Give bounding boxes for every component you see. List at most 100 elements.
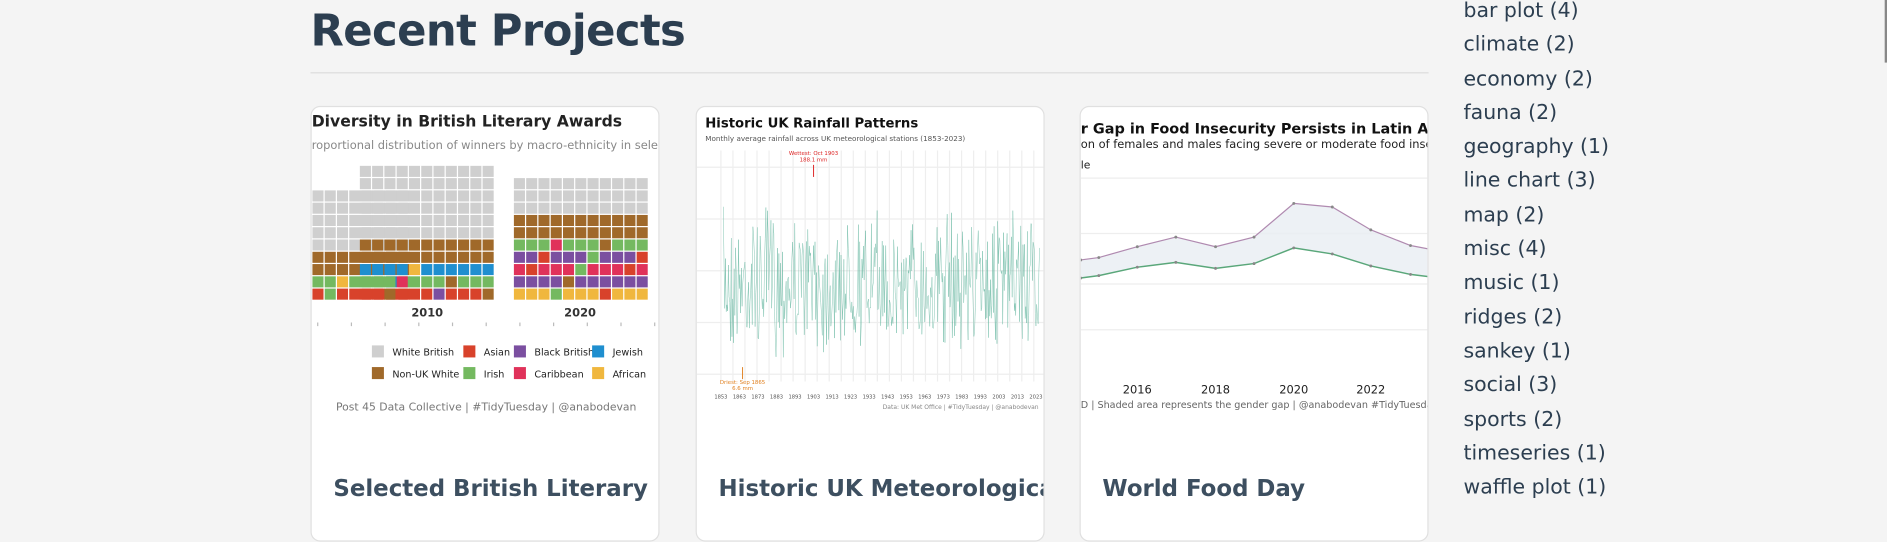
waffle-cell — [637, 203, 648, 214]
legend-label: Jewish — [612, 348, 643, 359]
waffle-cell — [434, 252, 445, 263]
waffle-cell — [421, 166, 432, 177]
x-tick-label: 2018 — [1201, 383, 1230, 397]
waffle-cell — [360, 252, 371, 263]
tag-link[interactable]: geography (1) — [1463, 134, 1609, 168]
waffle-cell — [384, 276, 395, 287]
waffle-cell — [483, 203, 494, 214]
waffle-cell — [397, 227, 408, 238]
waffle-cell — [526, 264, 537, 275]
legend-label: le — [1081, 158, 1091, 171]
legend-label: White British — [392, 348, 454, 359]
waffle-cell — [624, 252, 635, 263]
card-title[interactable]: World Food Day — [1102, 475, 1305, 501]
waffle-cell — [384, 190, 395, 201]
waffle-cell — [483, 276, 494, 287]
waffle-cell — [637, 252, 648, 263]
tag-link[interactable]: sports (2) — [1463, 406, 1609, 440]
thumb-subtitle: roportional distribution of winners by m… — [312, 138, 658, 152]
waffle-cell — [624, 289, 635, 300]
page: Recent Projects Diversity in British Lit… — [0, 0, 1887, 507]
waffle-cell — [624, 178, 635, 189]
project-card[interactable]: Historic UK Rainfall Patterns Monthly av… — [696, 106, 1045, 542]
waffle-cell — [337, 215, 348, 226]
annotation: 6.6 mm — [732, 386, 753, 392]
card-title[interactable]: Selected British Literary — [333, 475, 648, 501]
waffle-cell — [470, 252, 481, 263]
legend-label: Caribbean — [534, 369, 583, 380]
waffle-cell — [421, 203, 432, 214]
point — [1369, 265, 1372, 268]
point — [1409, 244, 1412, 247]
waffle-cell — [384, 264, 395, 275]
waffle-cell — [372, 227, 383, 238]
tag-link[interactable]: economy (2) — [1463, 66, 1609, 100]
tag-link[interactable]: misc (4) — [1463, 236, 1609, 270]
x-tick-label: 1903 — [807, 394, 820, 400]
thumb-subtitle: Monthly average rainfall across UK meteo… — [705, 134, 965, 143]
waffle-cell — [360, 227, 371, 238]
waffle-cell — [575, 264, 586, 275]
waffle-cell — [526, 215, 537, 226]
tag-link[interactable]: line chart (3) — [1463, 168, 1609, 202]
tag-link[interactable]: climate (2) — [1463, 32, 1609, 66]
point — [1369, 228, 1372, 231]
tag-link[interactable]: sankey (1) — [1463, 338, 1609, 372]
waffle-cell — [624, 227, 635, 238]
x-tick-label: 2020 — [1279, 383, 1308, 397]
waffle-cell — [446, 166, 457, 177]
x-tick-label: 1883 — [770, 394, 783, 400]
tag-list: bar plot (4)climate (2)economy (2)fauna … — [1463, 0, 1609, 508]
waffle-cell — [470, 289, 481, 300]
waffle-cell — [397, 203, 408, 214]
waffle-cell — [446, 178, 457, 189]
waffle-cell — [637, 289, 648, 300]
waffle-cell — [446, 276, 457, 287]
waffle-cell — [526, 239, 537, 250]
waffle-cell — [600, 227, 611, 238]
waffle-cell — [514, 227, 525, 238]
waffle-cell — [575, 190, 586, 201]
waffle-cell — [575, 276, 586, 287]
waffle-cell — [458, 215, 469, 226]
waffle-cell — [514, 178, 525, 189]
waffle-cell — [397, 178, 408, 189]
tag-link[interactable]: map (2) — [1463, 202, 1609, 236]
thumb-title: Diversity in British Literary Awards — [312, 111, 622, 130]
waffle-cell — [563, 178, 574, 189]
project-card[interactable]: Diversity in British Literary Awards rop… — [311, 106, 660, 542]
tag-link[interactable]: social (3) — [1463, 372, 1609, 406]
tag-link[interactable]: fauna (2) — [1463, 100, 1609, 134]
waffle-cell — [409, 166, 420, 177]
waffle-cell — [551, 203, 562, 214]
waffle-cell — [470, 276, 481, 287]
waffle-cell — [612, 276, 623, 287]
waffle-cell — [337, 203, 348, 214]
waffle-cell — [409, 239, 420, 250]
waffle-cell — [372, 190, 383, 201]
waffle-cell — [360, 215, 371, 226]
waffle-cell — [588, 203, 599, 214]
waffle-cell — [563, 215, 574, 226]
x-tick-label: 1863 — [733, 394, 746, 400]
waffle-cell — [312, 227, 323, 238]
point — [1292, 202, 1295, 205]
waffle-cell — [551, 276, 562, 287]
waffle-cell — [612, 227, 623, 238]
waffle-cell — [612, 289, 623, 300]
tag-link[interactable]: timeseries (1) — [1463, 440, 1609, 474]
waffle-cell — [446, 227, 457, 238]
project-card[interactable]: r Gap in Food Insecurity Persists in Lat… — [1080, 106, 1429, 542]
waffle-cell — [514, 239, 525, 250]
card-title[interactable]: Historic UK Meteorological — [718, 475, 1044, 501]
waffle-cell — [483, 252, 494, 263]
tag-link[interactable]: bar plot (4) — [1463, 0, 1609, 32]
waffle-cell — [575, 289, 586, 300]
waffle-cell — [600, 239, 611, 250]
legend-label: Non-UK White — [392, 369, 459, 380]
waffle-cell — [637, 239, 648, 250]
waffle-cell — [325, 190, 336, 201]
tag-link[interactable]: ridges (2) — [1463, 304, 1609, 338]
tag-link[interactable]: music (1) — [1463, 270, 1609, 304]
tag-link[interactable]: waffle plot (1) — [1463, 474, 1609, 508]
